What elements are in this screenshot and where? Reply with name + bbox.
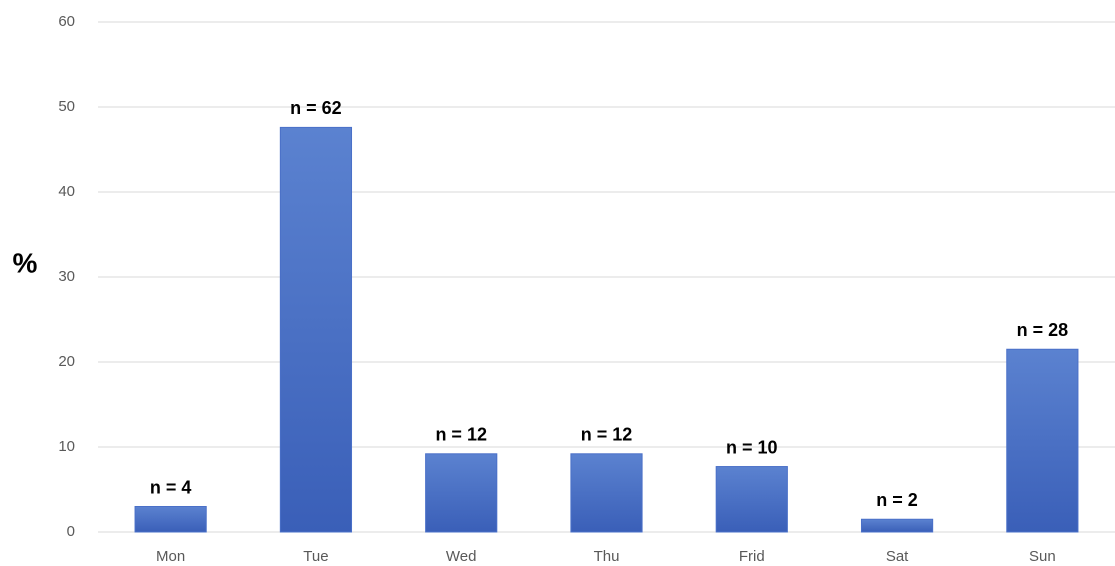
bar-annotation: n = 10 xyxy=(726,437,778,457)
y-tick-label: 40 xyxy=(58,183,75,200)
bar xyxy=(425,453,498,533)
bar-annotation: n = 28 xyxy=(1017,320,1069,340)
bar-annotation: n = 4 xyxy=(150,477,192,497)
bar-annotation: n = 2 xyxy=(876,490,918,510)
x-tick-label: Sun xyxy=(1029,548,1056,565)
bar xyxy=(1006,348,1079,533)
y-tick-label: 0 xyxy=(67,523,75,540)
y-tick-label: 30 xyxy=(58,268,75,285)
bar xyxy=(279,126,353,533)
y-tick-label: 50 xyxy=(58,98,75,115)
bar-annotation: n = 12 xyxy=(581,425,633,445)
x-tick-label: Frid xyxy=(739,548,765,565)
bar xyxy=(715,466,788,533)
bar-annotation: n = 12 xyxy=(435,425,487,445)
bar xyxy=(134,506,207,533)
x-tick-label: Wed xyxy=(446,548,477,565)
bar xyxy=(570,453,643,533)
bar xyxy=(860,518,934,533)
x-tick-label: Thu xyxy=(594,548,620,565)
x-tick-label: Sat xyxy=(886,548,909,565)
bar-annotation: n = 62 xyxy=(290,98,342,118)
y-tick-label: 20 xyxy=(58,353,75,370)
y-axis-label: % xyxy=(13,247,38,278)
x-tick-label: Mon xyxy=(156,548,185,565)
y-tick-label: 60 xyxy=(58,13,75,30)
y-tick-label: 10 xyxy=(58,438,75,455)
x-tick-label: Tue xyxy=(303,548,328,565)
